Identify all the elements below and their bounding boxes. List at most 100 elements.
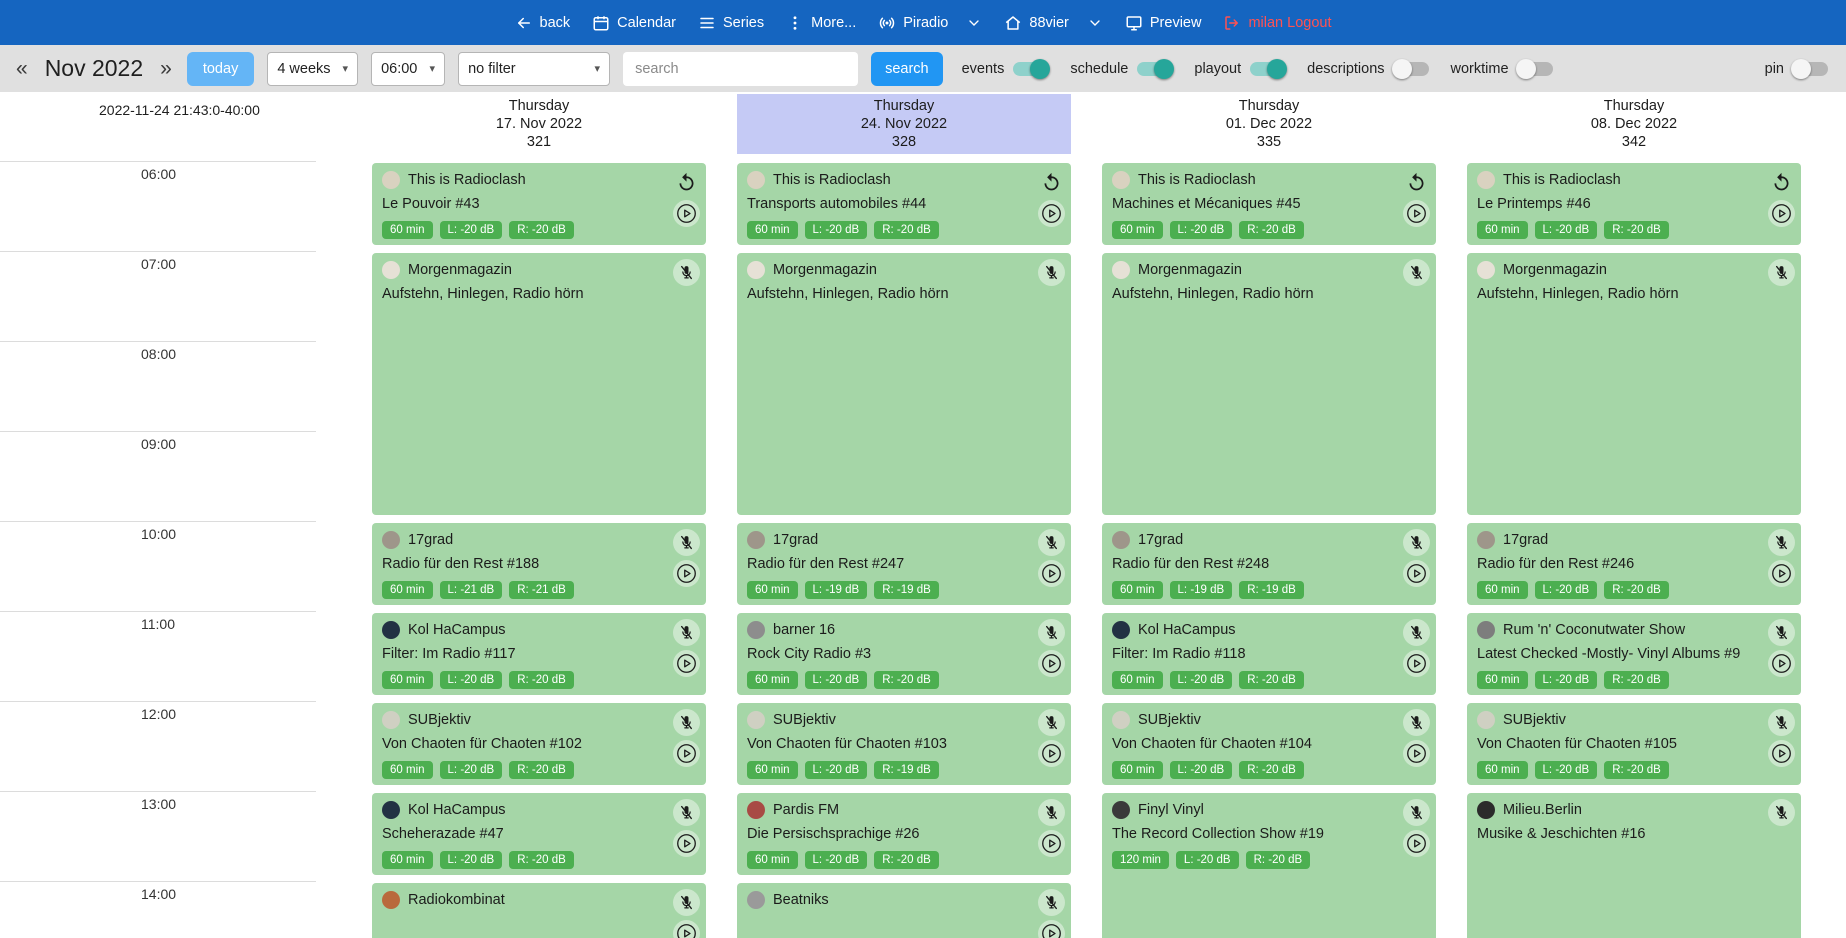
chevron-down-icon[interactable] xyxy=(966,15,982,31)
play-button[interactable] xyxy=(673,830,700,857)
play-button[interactable] xyxy=(673,740,700,767)
day-header[interactable]: Thursday 08. Dec 2022 342 xyxy=(1467,94,1801,154)
replay-icon[interactable] xyxy=(1038,169,1065,196)
nav-item-calendar[interactable]: Calendar xyxy=(592,14,676,32)
play-button[interactable] xyxy=(1038,920,1065,938)
event-card[interactable]: Morgenmagazin Aufstehn, Hinlegen, Radio h… xyxy=(1467,253,1801,515)
mic-off-icon[interactable] xyxy=(1038,529,1065,556)
event-card[interactable]: Kol HaCampus Filter: Im Radio #118 60 min L… xyxy=(1102,613,1436,695)
play-button[interactable] xyxy=(1403,830,1430,857)
search-button[interactable]: search xyxy=(871,51,943,86)
mic-off-icon[interactable] xyxy=(1768,709,1795,736)
nav-item-milan-logout[interactable]: milan Logout xyxy=(1223,14,1331,32)
mic-off-icon[interactable] xyxy=(1403,619,1430,646)
replay-icon[interactable] xyxy=(1403,169,1430,196)
toggle-switch-events[interactable] xyxy=(1013,58,1051,79)
play-button[interactable] xyxy=(673,920,700,938)
mic-off-icon[interactable] xyxy=(1403,259,1430,286)
mic-off-icon[interactable] xyxy=(1403,799,1430,826)
event-card[interactable]: Radiokombinat xyxy=(372,883,706,938)
toggle-switch-descriptions[interactable] xyxy=(1391,58,1429,79)
event-card[interactable]: Finyl Vinyl The Record Collection Show #1… xyxy=(1102,793,1436,938)
play-button[interactable] xyxy=(1768,740,1795,767)
play-button[interactable] xyxy=(1038,200,1065,227)
event-card[interactable]: SUBjektiv Von Chaoten für Chaoten #102 60 … xyxy=(372,703,706,785)
nav-item-88vier[interactable]: 88vier xyxy=(1004,14,1069,32)
event-card[interactable]: Beatniks xyxy=(737,883,1071,938)
today-button[interactable]: today xyxy=(186,51,255,86)
day-header[interactable]: Thursday 01. Dec 2022 335 xyxy=(1102,94,1436,154)
mic-off-icon[interactable] xyxy=(1038,799,1065,826)
play-button[interactable] xyxy=(673,200,700,227)
mic-off-icon[interactable] xyxy=(1403,709,1430,736)
filter-select[interactable]: no filter ▾ xyxy=(458,51,611,86)
event-card[interactable]: Kol HaCampus Scheherazade #47 60 min L: -20… xyxy=(372,793,706,875)
play-button[interactable] xyxy=(1768,200,1795,227)
event-card[interactable]: This is Radioclash Transports automobiles… xyxy=(737,163,1071,245)
event-card[interactable]: This is Radioclash Le Pouvoir #43 60 min L:… xyxy=(372,163,706,245)
range-select[interactable]: 4 weeks ▾ xyxy=(267,51,359,86)
day-header[interactable]: Thursday 17. Nov 2022 321 xyxy=(372,94,706,154)
play-button[interactable] xyxy=(1038,650,1065,677)
event-card[interactable]: Kol HaCampus Filter: Im Radio #117 60 min L… xyxy=(372,613,706,695)
event-card[interactable]: Morgenmagazin Aufstehn, Hinlegen, Radio h… xyxy=(737,253,1071,515)
mic-off-icon[interactable] xyxy=(1768,619,1795,646)
event-card[interactable]: Morgenmagazin Aufstehn, Hinlegen, Radio h… xyxy=(1102,253,1436,515)
play-button[interactable] xyxy=(1768,650,1795,677)
prev-period-button[interactable]: « xyxy=(16,56,28,80)
start-time-select[interactable]: 06:00 ▾ xyxy=(371,51,446,86)
event-card[interactable]: This is Radioclash Le Printemps #46 60 min… xyxy=(1467,163,1801,245)
mic-off-icon[interactable] xyxy=(1038,619,1065,646)
mic-off-icon[interactable] xyxy=(673,709,700,736)
play-button[interactable] xyxy=(1038,830,1065,857)
play-button[interactable] xyxy=(1403,650,1430,677)
nav-item-more[interactable]: More... xyxy=(786,14,856,32)
search-input[interactable] xyxy=(623,51,859,86)
mic-off-icon[interactable] xyxy=(1768,529,1795,556)
play-button[interactable] xyxy=(1403,740,1430,767)
play-button[interactable] xyxy=(673,560,700,587)
toggle-switch-worktime[interactable] xyxy=(1515,58,1553,79)
toggle-switch-schedule[interactable] xyxy=(1137,58,1175,79)
event-card[interactable]: 17grad Radio für den Rest #246 60 min L: -2… xyxy=(1467,523,1801,605)
mic-off-icon[interactable] xyxy=(673,619,700,646)
day-header[interactable]: Thursday 24. Nov 2022 328 xyxy=(737,94,1071,154)
play-button[interactable] xyxy=(1403,560,1430,587)
replay-icon[interactable] xyxy=(1768,169,1795,196)
mic-off-icon[interactable] xyxy=(673,799,700,826)
nav-item-preview[interactable]: Preview xyxy=(1125,14,1201,32)
mic-off-icon[interactable] xyxy=(1768,259,1795,286)
play-button[interactable] xyxy=(1768,560,1795,587)
mic-off-icon[interactable] xyxy=(1403,529,1430,556)
event-card[interactable]: 17grad Radio für den Rest #188 60 min L: -2… xyxy=(372,523,706,605)
toggle-switch-pin[interactable] xyxy=(1791,58,1828,79)
nav-item-series[interactable]: Series xyxy=(698,14,764,32)
chevron-down-icon[interactable] xyxy=(1087,15,1103,31)
play-button[interactable] xyxy=(1038,560,1065,587)
toggle-switch-playout[interactable] xyxy=(1250,58,1288,79)
event-card[interactable]: Morgenmagazin Aufstehn, Hinlegen, Radio h… xyxy=(372,253,706,515)
mic-off-icon[interactable] xyxy=(1768,799,1795,826)
nav-item-back[interactable]: back xyxy=(515,14,570,32)
event-card[interactable]: This is Radioclash Machines et Mécaniques… xyxy=(1102,163,1436,245)
mic-off-icon[interactable] xyxy=(673,529,700,556)
mic-off-icon[interactable] xyxy=(1038,259,1065,286)
event-card[interactable]: 17grad Radio für den Rest #248 60 min L: -1… xyxy=(1102,523,1436,605)
mic-off-icon[interactable] xyxy=(1038,889,1065,916)
event-card[interactable]: SUBjektiv Von Chaoten für Chaoten #104 60 … xyxy=(1102,703,1436,785)
event-card[interactable]: Milieu.Berlin Musike & Jeschichten #16 xyxy=(1467,793,1801,938)
mic-off-icon[interactable] xyxy=(1038,709,1065,736)
mic-off-icon[interactable] xyxy=(673,259,700,286)
nav-item-piradio[interactable]: Piradio xyxy=(878,14,948,32)
event-card[interactable]: Rum 'n' Coconutwater Show Latest Checked … xyxy=(1467,613,1801,695)
event-card[interactable]: SUBjektiv Von Chaoten für Chaoten #103 60 … xyxy=(737,703,1071,785)
event-card[interactable]: barner 16 Rock City Radio #3 60 min L: -20 … xyxy=(737,613,1071,695)
replay-icon[interactable] xyxy=(673,169,700,196)
event-card[interactable]: 17grad Radio für den Rest #247 60 min L: -1… xyxy=(737,523,1071,605)
mic-off-icon[interactable] xyxy=(673,889,700,916)
play-button[interactable] xyxy=(673,650,700,677)
play-button[interactable] xyxy=(1403,200,1430,227)
play-button[interactable] xyxy=(1038,740,1065,767)
event-card[interactable]: SUBjektiv Von Chaoten für Chaoten #105 60 … xyxy=(1467,703,1801,785)
event-card[interactable]: Pardis FM Die Persischsprachige #26 60 min… xyxy=(737,793,1071,875)
